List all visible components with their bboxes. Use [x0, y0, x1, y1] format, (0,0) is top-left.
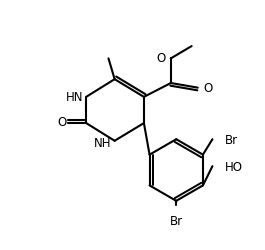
Text: HO: HO: [225, 160, 243, 173]
Text: O: O: [203, 82, 213, 95]
Text: O: O: [156, 52, 165, 65]
Text: NH: NH: [94, 136, 112, 149]
Text: HN: HN: [65, 91, 83, 104]
Text: Br: Br: [225, 133, 238, 146]
Text: Br: Br: [170, 214, 183, 227]
Text: O: O: [58, 116, 67, 129]
